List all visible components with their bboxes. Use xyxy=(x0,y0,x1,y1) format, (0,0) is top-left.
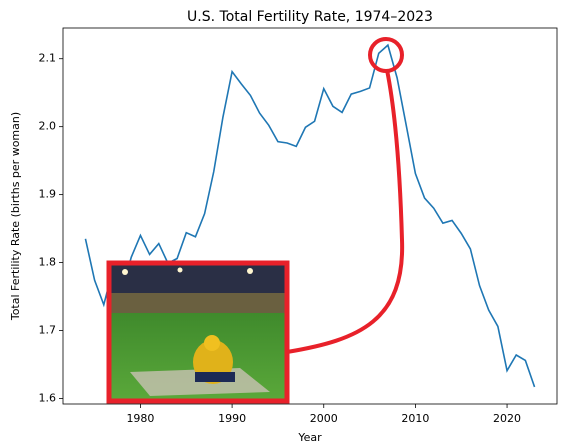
x-tick-label: 1990 xyxy=(218,412,246,425)
photo-light xyxy=(247,268,253,274)
annotation-arrow xyxy=(286,69,405,354)
annotation-circle xyxy=(368,37,404,73)
y-tick-label: 2.1 xyxy=(39,52,57,65)
y-tick-label: 2.0 xyxy=(39,120,57,133)
y-axis-label: Total Fertility Rate (births per woman) xyxy=(9,112,22,321)
series-line xyxy=(84,43,536,388)
photo-crowd xyxy=(111,293,285,313)
photo-light xyxy=(122,269,128,275)
photo-helmet xyxy=(204,335,220,351)
x-tick-label: 2010 xyxy=(401,412,429,425)
photo-frame xyxy=(106,260,290,404)
photo-inset xyxy=(106,260,290,404)
axes-frame xyxy=(62,27,558,405)
y-tick-label: 1.8 xyxy=(39,256,57,269)
photo-light xyxy=(177,267,183,273)
x-tick-label: 2000 xyxy=(310,412,338,425)
x-tick-label: 1980 xyxy=(126,412,154,425)
x-axis-label: Year xyxy=(297,431,322,444)
photo-stands xyxy=(111,265,285,293)
photo-legs xyxy=(195,372,235,382)
y-tick-label: 1.7 xyxy=(39,324,57,337)
plot xyxy=(84,43,536,388)
x-tick-label: 2020 xyxy=(493,412,521,425)
y-tick-label: 1.6 xyxy=(39,391,57,404)
chart-title: U.S. Total Fertility Rate, 1974–2023 xyxy=(187,9,433,25)
y-tick-label: 1.9 xyxy=(39,188,57,201)
